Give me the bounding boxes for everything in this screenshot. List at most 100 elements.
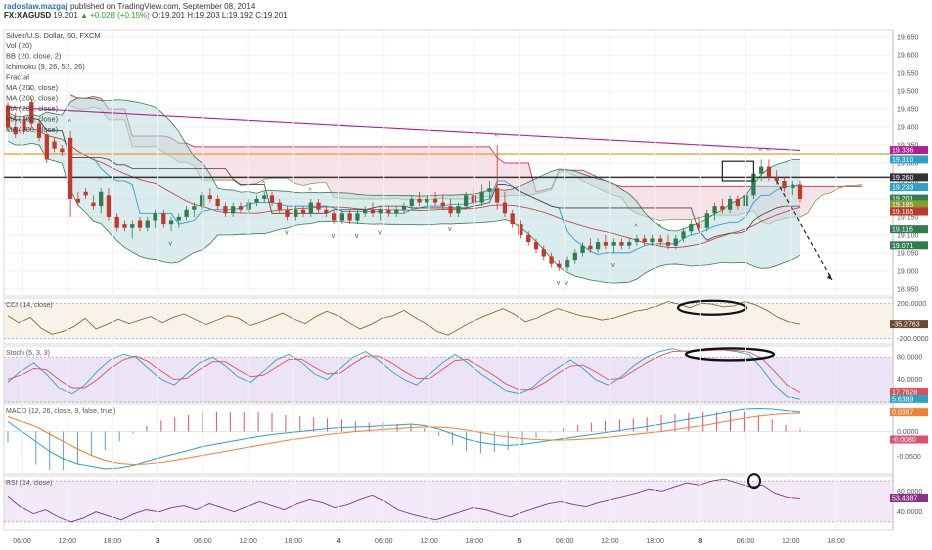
- candle-body: [114, 216, 119, 228]
- legend-entry-4: MA (200, close): [6, 83, 59, 92]
- candle-body: [696, 224, 702, 228]
- candle-body: [487, 188, 492, 192]
- candle-body: [277, 202, 282, 210]
- candle: [176, 213, 181, 228]
- candle: [463, 191, 469, 210]
- candle-body: [650, 238, 655, 243]
- candle: [114, 213, 119, 232]
- candle-body: [665, 242, 671, 246]
- price-tag-bg: [890, 225, 928, 234]
- bollinger-upper: [7, 97, 801, 232]
- symbol[interactable]: FX:XAGUSD: [4, 11, 52, 20]
- candle: [207, 188, 213, 203]
- candle: [580, 242, 585, 257]
- time-tick-18: 18:00: [827, 538, 845, 545]
- osc-title-2: Stoch (5, 3, 3): [6, 350, 50, 357]
- candle-body: [394, 209, 399, 214]
- candle-body: [269, 195, 275, 203]
- candle: [766, 159, 772, 181]
- candle: [782, 177, 787, 192]
- candle-body: [456, 206, 461, 214]
- candle: [712, 202, 717, 221]
- legend-entry-2: Ichimoku (9, 26, 52, 26): [6, 62, 85, 71]
- candle-body: [238, 206, 244, 210]
- candle-body: [223, 206, 228, 214]
- candle-body: [184, 209, 189, 217]
- macd-tag-bg: [890, 408, 928, 417]
- fractal-up-mark: ^: [495, 134, 499, 141]
- time-tick-17: 12:00: [782, 538, 800, 545]
- time-tick-10: 18:00: [465, 538, 483, 545]
- candle: [557, 260, 562, 271]
- fractal-down-mark: v: [557, 280, 561, 287]
- candle-body: [526, 234, 531, 243]
- fractal-down-mark: v: [285, 230, 289, 237]
- candle: [495, 145, 500, 210]
- candle-body: [254, 198, 259, 203]
- legend-entry-1: BB (20, close, 2): [6, 52, 62, 61]
- candle: [394, 206, 399, 217]
- osc-band-4: [4, 481, 893, 522]
- stoch-tag-label: 17.7628: [892, 390, 917, 397]
- candle-body: [448, 206, 453, 214]
- candle: [5, 101, 11, 131]
- time-tick-15: 8: [698, 538, 702, 545]
- candle: [735, 195, 741, 210]
- candle: [595, 238, 601, 253]
- candle: [308, 198, 313, 217]
- candle-body: [130, 224, 135, 228]
- candle-body: [83, 191, 88, 196]
- candle: [627, 238, 632, 250]
- fractal-up-mark: ^: [262, 181, 266, 188]
- fractal-up-mark: ^: [68, 120, 72, 127]
- price-tag-label: 19.310: [892, 157, 914, 164]
- candle: [673, 234, 678, 250]
- osc-title-4: RSI (14, close): [6, 480, 52, 487]
- osc-tick-1-0: 200.0000: [897, 301, 926, 308]
- candle: [106, 188, 112, 221]
- candle-body: [510, 213, 515, 225]
- candle: [192, 202, 197, 217]
- candle-body: [572, 252, 577, 261]
- macd-tick-1: -0.0500: [897, 454, 921, 461]
- candle-body: [479, 191, 484, 203]
- candle: [790, 180, 795, 196]
- candle: [199, 191, 205, 210]
- price-tag-label: 19.201: [892, 196, 914, 203]
- candle: [231, 202, 236, 217]
- fractal-up-mark: ^: [29, 87, 33, 94]
- time-tick-4: 06:00: [194, 538, 212, 545]
- candle-body: [386, 209, 391, 214]
- candle-body: [735, 198, 741, 207]
- candle: [487, 180, 492, 199]
- candle: [518, 220, 523, 239]
- candle-body: [564, 260, 570, 268]
- candle-body: [797, 184, 803, 199]
- candle-body: [619, 242, 624, 246]
- price-tag-4: 19.201: [890, 194, 928, 203]
- price-tick-label-5: 19.400: [897, 125, 919, 132]
- candle-body: [363, 209, 368, 214]
- candle: [650, 234, 655, 246]
- fractal-up-mark: ^: [308, 188, 312, 195]
- candle: [797, 180, 803, 203]
- candle-body: [324, 209, 329, 214]
- candle: [759, 159, 764, 181]
- osc-line-2-0: [7, 348, 801, 400]
- candle-body: [231, 206, 236, 214]
- price-tag-bg: [890, 200, 928, 209]
- author-link[interactable]: radoslaw.mazgaj: [4, 2, 68, 11]
- candle: [145, 216, 150, 232]
- candle-body: [378, 209, 383, 214]
- candle: [634, 234, 640, 246]
- stoch-tag-1: 5.6389: [890, 394, 928, 403]
- candle-body: [5, 105, 11, 128]
- price-tag-bg: [890, 183, 928, 192]
- candle: [99, 188, 104, 214]
- time-tick-0: 06:00: [13, 538, 31, 545]
- candle: [720, 198, 725, 214]
- candle-body: [440, 202, 445, 207]
- candle-body: [36, 123, 42, 138]
- time-tick-3: 3: [156, 538, 160, 545]
